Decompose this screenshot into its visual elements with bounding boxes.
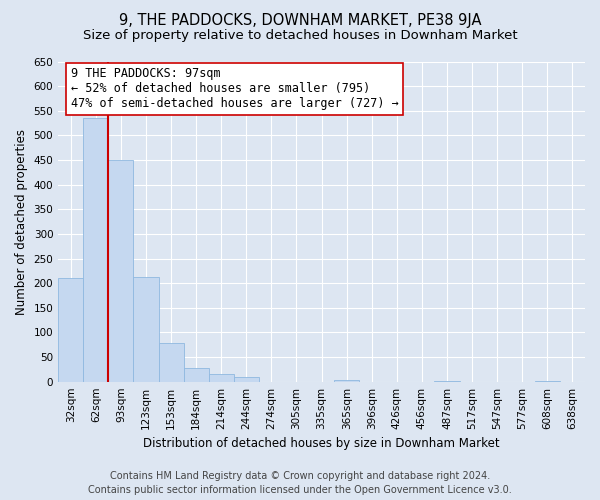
Bar xyxy=(83,118,109,382)
Bar xyxy=(158,344,184,382)
Text: Contains HM Land Registry data © Crown copyright and database right 2024.
Contai: Contains HM Land Registry data © Crown c… xyxy=(88,471,512,495)
Y-axis label: Number of detached properties: Number of detached properties xyxy=(15,128,28,314)
Bar xyxy=(234,377,259,382)
Bar xyxy=(334,380,359,382)
Bar xyxy=(133,278,158,382)
Bar xyxy=(184,368,209,382)
Text: 9, THE PADDOCKS, DOWNHAM MARKET, PE38 9JA: 9, THE PADDOCKS, DOWNHAM MARKET, PE38 9J… xyxy=(119,12,481,28)
Bar xyxy=(58,278,83,382)
Text: Size of property relative to detached houses in Downham Market: Size of property relative to detached ho… xyxy=(83,29,517,42)
Bar xyxy=(209,374,234,382)
X-axis label: Distribution of detached houses by size in Downham Market: Distribution of detached houses by size … xyxy=(143,437,500,450)
Text: 9 THE PADDOCKS: 97sqm
← 52% of detached houses are smaller (795)
47% of semi-det: 9 THE PADDOCKS: 97sqm ← 52% of detached … xyxy=(71,68,398,110)
Bar xyxy=(109,160,133,382)
